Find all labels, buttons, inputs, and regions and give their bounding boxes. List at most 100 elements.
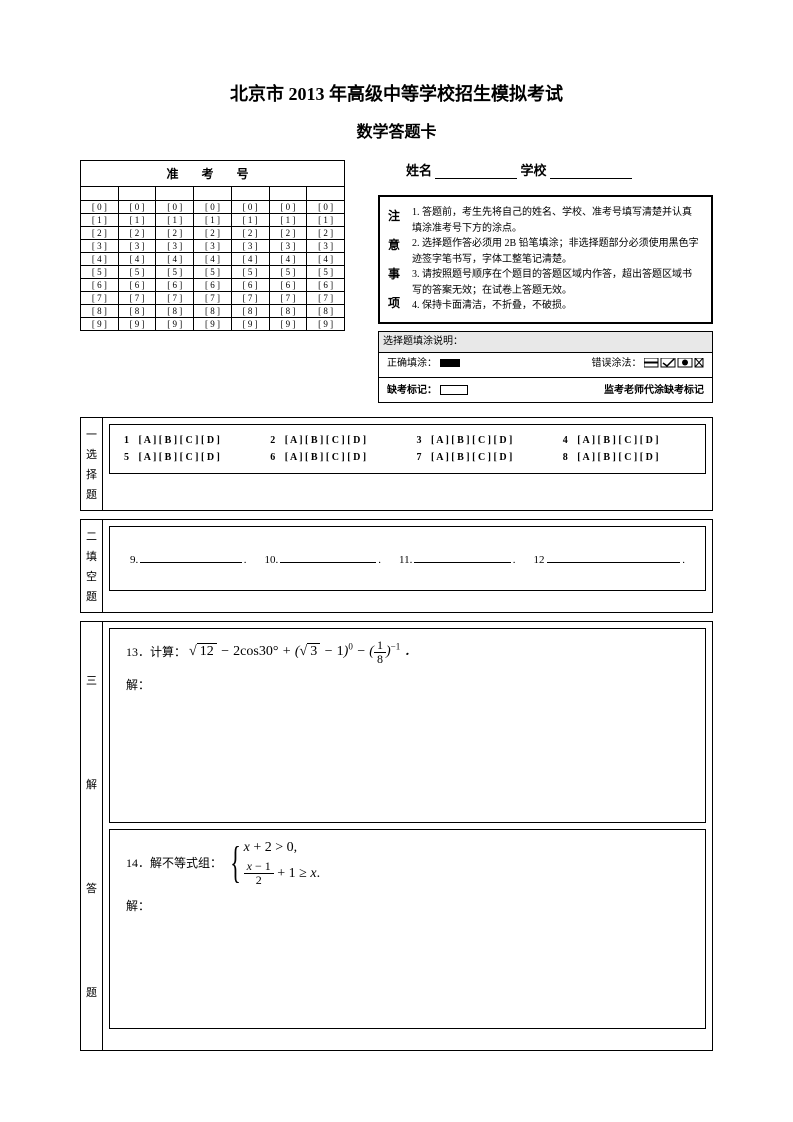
digit-bubble[interactable]: [ 3 ] (307, 240, 345, 253)
q14-statement: 14．解不等式组： { x + 2 > 0, x − 12 + 1 ≥ x. (126, 840, 689, 887)
digit-bubble[interactable]: [ 4 ] (231, 253, 269, 266)
digit-bubble[interactable]: [ 5 ] (194, 266, 232, 279)
section-2-label: 二 填 空 题 (81, 520, 103, 612)
digit-bubble[interactable]: [ 7 ] (307, 292, 345, 305)
digit-bubble[interactable]: [ 8 ] (81, 305, 119, 318)
digit-bubble[interactable]: [ 7 ] (156, 292, 194, 305)
digit-bubble[interactable]: [ 6 ] (307, 279, 345, 292)
wrong-fill-icons (644, 358, 704, 369)
digit-bubble[interactable]: [ 6 ] (118, 279, 156, 292)
digit-row: [ 7 ][ 7 ][ 7 ][ 7 ][ 7 ][ 7 ][ 7 ] (81, 292, 345, 305)
digit-bubble[interactable]: [ 4 ] (118, 253, 156, 266)
digit-bubble[interactable]: [ 4 ] (307, 253, 345, 266)
digit-bubble[interactable]: [ 7 ] (231, 292, 269, 305)
question-14-box[interactable]: 14．解不等式组： { x + 2 > 0, x − 12 + 1 ≥ x. 解… (109, 829, 706, 1029)
fill-blank[interactable] (140, 551, 242, 563)
digit-bubble[interactable]: [ 5 ] (118, 266, 156, 279)
page-title-sub: 数学答题卡 (80, 118, 713, 142)
digit-bubble[interactable]: [ 3 ] (269, 240, 307, 253)
digit-bubble[interactable]: [ 7 ] (269, 292, 307, 305)
name-field[interactable] (435, 165, 517, 179)
digit-bubble[interactable]: [ 9 ] (118, 318, 156, 331)
mc-question[interactable]: 3 [ A ] [ B ] [ C ] [ D ] (417, 435, 545, 446)
digit-bubble[interactable]: [ 2 ] (194, 227, 232, 240)
digit-bubble[interactable]: [ 9 ] (194, 318, 232, 331)
digit-bubble[interactable]: [ 4 ] (156, 253, 194, 266)
digit-bubble[interactable]: [ 7 ] (118, 292, 156, 305)
digit-bubble[interactable]: [ 1 ] (118, 214, 156, 227)
digit-bubble[interactable]: [ 0 ] (81, 201, 119, 214)
digit-bubble[interactable]: [ 6 ] (269, 279, 307, 292)
digit-bubble[interactable]: [ 5 ] (307, 266, 345, 279)
digit-bubble[interactable]: [ 5 ] (156, 266, 194, 279)
digit-bubble[interactable]: [ 0 ] (156, 201, 194, 214)
digit-bubble[interactable]: [ 0 ] (118, 201, 156, 214)
digit-bubble[interactable]: [ 9 ] (269, 318, 307, 331)
digit-bubble[interactable]: [ 4 ] (81, 253, 119, 266)
mc-question[interactable]: 4 [ A ] [ B ] [ C ] [ D ] (563, 435, 691, 446)
digit-bubble[interactable]: [ 2 ] (231, 227, 269, 240)
question-13-box[interactable]: 13．计算： √12 − 2cos30° + (√3 − 1)0 − (18)−… (109, 628, 706, 823)
digit-bubble[interactable]: [ 5 ] (231, 266, 269, 279)
digit-bubble[interactable]: [ 9 ] (231, 318, 269, 331)
absent-mark-box[interactable] (440, 385, 468, 395)
mc-question[interactable]: 5 [ A ] [ B ] [ C ] [ D ] (124, 452, 252, 463)
digit-bubble[interactable]: [ 2 ] (307, 227, 345, 240)
exam-number-entry-row[interactable] (81, 187, 345, 201)
digit-bubble[interactable]: [ 6 ] (156, 279, 194, 292)
mc-question[interactable]: 2 [ A ] [ B ] [ C ] [ D ] (270, 435, 398, 446)
top-header-row: 准 考 号 [ 0 ][ 0 ][ 0 ][ 0 ][ 0 ][ 0 ][ 0 … (80, 160, 713, 403)
digit-bubble[interactable]: [ 8 ] (307, 305, 345, 318)
school-field[interactable] (550, 165, 632, 179)
mc-question[interactable]: 7 [ A ] [ B ] [ C ] [ D ] (417, 452, 545, 463)
digit-bubble[interactable]: [ 2 ] (118, 227, 156, 240)
digit-bubble[interactable]: [ 2 ] (156, 227, 194, 240)
digit-bubble[interactable]: [ 1 ] (194, 214, 232, 227)
digit-bubble[interactable]: [ 5 ] (269, 266, 307, 279)
digit-bubble[interactable]: [ 6 ] (231, 279, 269, 292)
mc-question[interactable]: 1 [ A ] [ B ] [ C ] [ D ] (124, 435, 252, 446)
digit-bubble[interactable]: [ 1 ] (81, 214, 119, 227)
digit-bubble[interactable]: [ 6 ] (81, 279, 119, 292)
digit-bubble[interactable]: [ 0 ] (307, 201, 345, 214)
digit-bubble[interactable]: [ 8 ] (269, 305, 307, 318)
digit-bubble[interactable]: [ 0 ] (194, 201, 232, 214)
digit-bubble[interactable]: [ 9 ] (156, 318, 194, 331)
section-label-char: 三 (86, 672, 97, 688)
digit-bubble[interactable]: [ 7 ] (194, 292, 232, 305)
fill-item: 12. (534, 551, 685, 566)
digit-bubble[interactable]: [ 8 ] (118, 305, 156, 318)
digit-bubble[interactable]: [ 3 ] (231, 240, 269, 253)
fill-blank[interactable] (414, 551, 510, 563)
q13-expression: √12 − 2cos30° + (√3 − 1)0 − (18)−1 ． (189, 644, 418, 659)
digit-bubble[interactable]: [ 2 ] (81, 227, 119, 240)
digit-bubble[interactable]: [ 8 ] (231, 305, 269, 318)
digit-bubble[interactable]: [ 1 ] (156, 214, 194, 227)
section-1-label: 一 选 择 题 (81, 418, 103, 510)
digit-bubble[interactable]: [ 9 ] (81, 318, 119, 331)
mc-question[interactable]: 6 [ A ] [ B ] [ C ] [ D ] (270, 452, 398, 463)
digit-bubble[interactable]: [ 0 ] (231, 201, 269, 214)
digit-bubble[interactable]: [ 6 ] (194, 279, 232, 292)
digit-bubble[interactable]: [ 1 ] (307, 214, 345, 227)
section-label-char: 填 (86, 548, 97, 564)
digit-row: [ 0 ][ 0 ][ 0 ][ 0 ][ 0 ][ 0 ][ 0 ] (81, 201, 345, 214)
digit-bubble[interactable]: [ 3 ] (118, 240, 156, 253)
digit-bubble[interactable]: [ 8 ] (156, 305, 194, 318)
mc-question[interactable]: 8 [ A ] [ B ] [ C ] [ D ] (563, 452, 691, 463)
digit-bubble[interactable]: [ 4 ] (194, 253, 232, 266)
digit-bubble[interactable]: [ 3 ] (156, 240, 194, 253)
digit-bubble[interactable]: [ 9 ] (307, 318, 345, 331)
digit-bubble[interactable]: [ 3 ] (81, 240, 119, 253)
digit-bubble[interactable]: [ 8 ] (194, 305, 232, 318)
digit-bubble[interactable]: [ 4 ] (269, 253, 307, 266)
digit-bubble[interactable]: [ 0 ] (269, 201, 307, 214)
digit-bubble[interactable]: [ 1 ] (269, 214, 307, 227)
digit-bubble[interactable]: [ 2 ] (269, 227, 307, 240)
fill-blank[interactable] (280, 551, 376, 563)
fill-blank[interactable] (547, 551, 681, 563)
digit-bubble[interactable]: [ 5 ] (81, 266, 119, 279)
digit-bubble[interactable]: [ 1 ] (231, 214, 269, 227)
digit-bubble[interactable]: [ 3 ] (194, 240, 232, 253)
digit-bubble[interactable]: [ 7 ] (81, 292, 119, 305)
